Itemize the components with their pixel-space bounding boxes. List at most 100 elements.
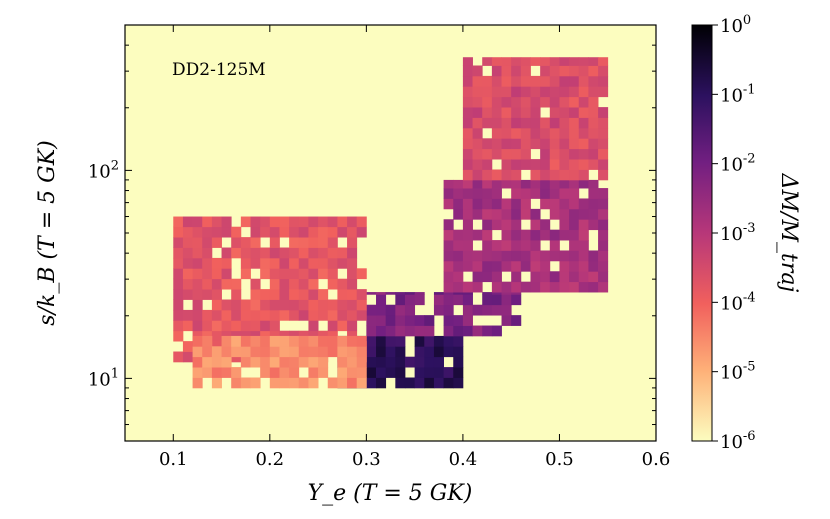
heatmap-cell <box>443 335 454 347</box>
heatmap-cell <box>549 65 560 77</box>
heatmap-cell <box>501 294 512 306</box>
y-axis-ticks: 101 102 <box>88 24 656 442</box>
heatmap-cell <box>414 367 425 378</box>
heatmap-cell <box>192 278 203 290</box>
heatmap-cell <box>453 281 464 293</box>
heatmap-cell <box>211 257 222 269</box>
heatmap-cell <box>462 294 473 306</box>
heatmap-cell <box>501 75 512 87</box>
heatmap-cell <box>482 208 493 220</box>
heatmap-cell <box>520 229 531 241</box>
heatmap-cell <box>279 216 290 228</box>
heatmap-cell <box>588 159 599 170</box>
heatmap-cell <box>182 216 193 228</box>
heatmap-cell <box>221 268 232 280</box>
heatmap-cell <box>202 367 213 378</box>
heatmap-cell <box>376 377 387 389</box>
heatmap-cell <box>511 75 522 87</box>
heatmap-cell <box>491 219 502 231</box>
heatmap-cell <box>318 216 329 228</box>
heatmap-cell <box>511 57 522 66</box>
heatmap-cell <box>540 148 551 160</box>
heatmap-cell <box>192 247 203 259</box>
heatmap-cell <box>511 229 522 241</box>
heatmap-cell <box>540 281 551 293</box>
heatmap-cell <box>569 96 580 108</box>
heatmap-cell <box>511 294 522 306</box>
heatmap-cell <box>559 75 570 87</box>
heatmap-cell <box>289 257 300 269</box>
heatmap-cell <box>462 208 473 220</box>
heatmap-cell <box>231 346 242 358</box>
heatmap-cell <box>549 271 560 283</box>
heatmap-cell <box>482 240 493 251</box>
heatmap-cell <box>211 356 222 368</box>
heatmap-cell <box>221 320 232 332</box>
heatmap-cell <box>173 216 184 228</box>
heatmap-cell <box>376 325 387 337</box>
heatmap-cell <box>269 335 280 347</box>
heatmap-cell <box>598 138 609 150</box>
heatmap-cell <box>221 367 232 378</box>
heatmap-cell <box>279 309 290 321</box>
heatmap-cell <box>202 237 213 248</box>
heatmap-cell <box>279 289 290 300</box>
heatmap-cell <box>520 179 531 189</box>
heatmap-cell <box>260 335 271 347</box>
heatmap-cell <box>472 65 483 77</box>
heatmap-cell <box>559 138 570 150</box>
heatmap-cell <box>569 159 580 170</box>
heatmap-cell <box>578 148 589 160</box>
heatmap-cell <box>308 216 319 228</box>
heatmap-cell <box>298 268 309 280</box>
heatmap-cell <box>462 127 473 139</box>
heatmap-cell <box>598 65 609 77</box>
heatmap-cell <box>269 237 280 248</box>
heatmap-cell <box>569 208 580 220</box>
heatmap-cell <box>491 294 502 306</box>
heatmap-cell <box>433 356 444 368</box>
heatmap-cell <box>433 377 444 389</box>
heatmap-cell <box>588 127 599 139</box>
heatmap-cell <box>279 257 290 269</box>
heatmap-cell <box>221 309 232 321</box>
heatmap-cell <box>559 107 570 118</box>
heatmap-cell <box>569 138 580 150</box>
heatmap-cell <box>462 57 473 66</box>
heatmap-cell <box>308 226 319 238</box>
heatmap-cell <box>308 377 319 389</box>
heatmap-cell <box>192 289 203 300</box>
heatmap-cell <box>462 240 473 251</box>
heatmap-cell <box>598 198 609 210</box>
heatmap-cell <box>308 356 319 368</box>
heatmap-cell <box>443 188 454 199</box>
heatmap-cell <box>269 268 280 280</box>
heatmap-cell <box>453 335 464 347</box>
heatmap-cell <box>318 237 329 248</box>
heatmap-cell <box>318 299 329 311</box>
heatmap-cell <box>337 377 348 389</box>
x-tick-label: 0.4 <box>449 449 478 470</box>
heatmap-cell <box>424 356 435 368</box>
heatmap-cell <box>279 367 290 378</box>
heatmap-cell <box>588 148 599 160</box>
heatmap-cell <box>385 304 396 316</box>
heatmap-cell <box>588 117 599 129</box>
heatmap-cell <box>472 148 483 160</box>
heatmap-cell <box>347 226 358 238</box>
heatmap-cell <box>347 309 358 321</box>
heatmap-cell <box>549 240 560 251</box>
heatmap-cell <box>279 335 290 347</box>
heatmap-cell <box>491 271 502 283</box>
heatmap-cell <box>337 216 348 228</box>
heatmap-cell <box>462 179 473 189</box>
heatmap-cell <box>520 138 531 150</box>
heatmap-cell <box>578 75 589 87</box>
heatmap-cell <box>211 377 222 389</box>
heatmap-cell <box>250 320 261 332</box>
heatmap-cell <box>433 292 444 295</box>
heatmap-cell <box>289 289 300 300</box>
heatmap-cell <box>202 257 213 269</box>
heatmap-cell <box>433 346 444 358</box>
heatmap-cell <box>482 179 493 189</box>
